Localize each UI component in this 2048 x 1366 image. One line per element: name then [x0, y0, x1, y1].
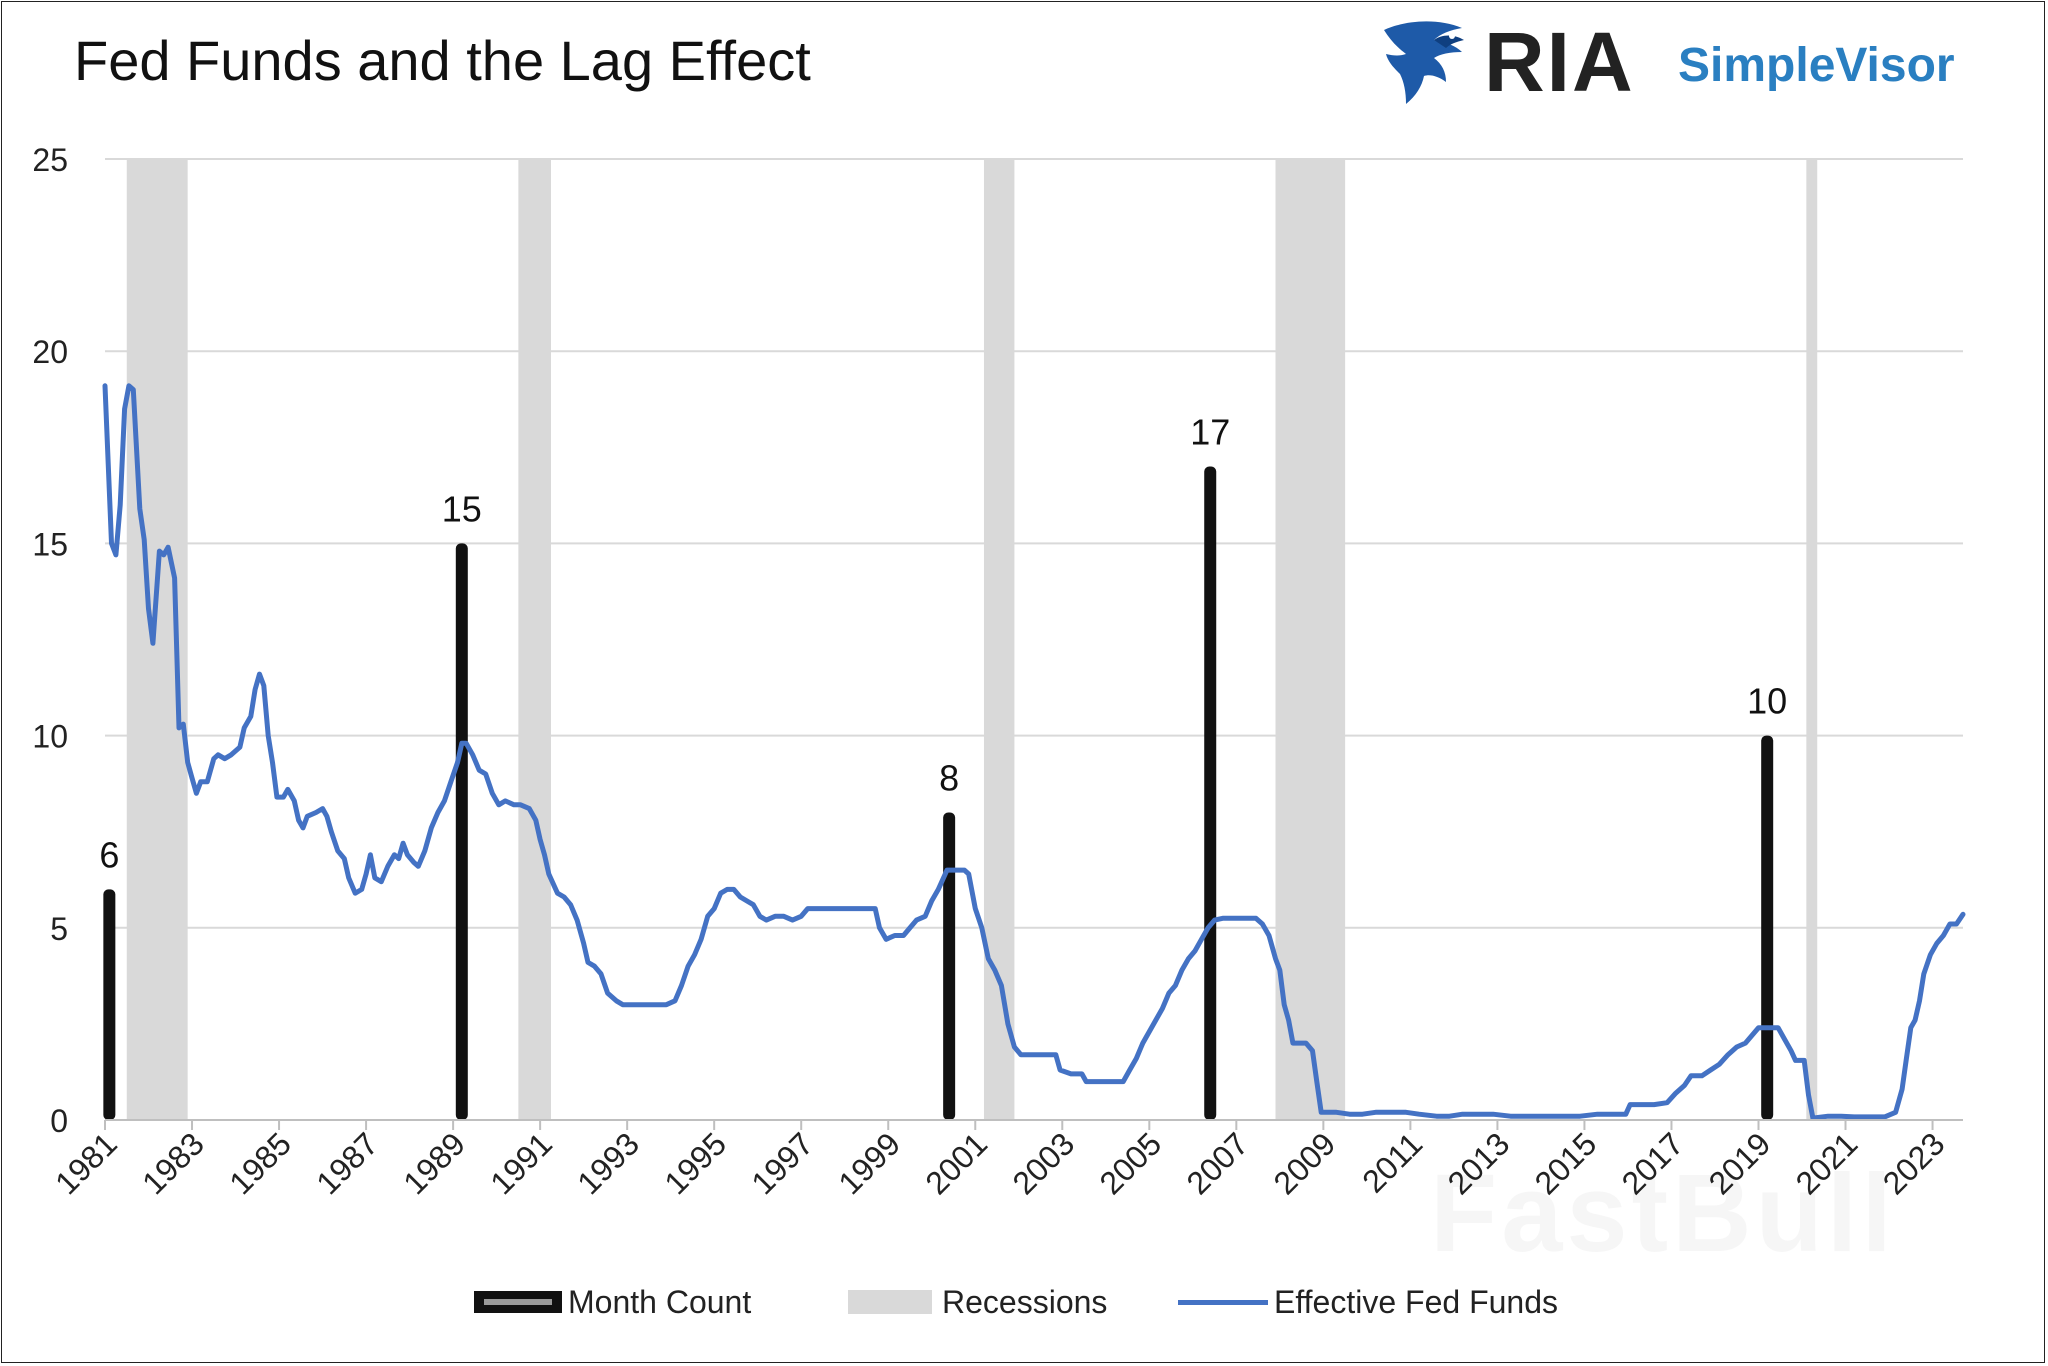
x-tick-label: 1985: [222, 1125, 298, 1201]
legend-label-month-count: Month Count: [568, 1283, 752, 1320]
x-tick-label: 2005: [1092, 1125, 1168, 1201]
y-tick-label: 5: [50, 911, 68, 947]
watermark: FastBull: [1430, 1150, 1896, 1277]
logo: RIA SimpleVisor: [1376, 12, 1996, 109]
logo-ria-text: RIA: [1484, 15, 1635, 109]
y-tick-label: 0: [50, 1103, 68, 1139]
legend-label-recessions: Recessions: [942, 1283, 1108, 1320]
legend-swatch-bar: [474, 1291, 562, 1313]
legend-swatch-line: [1178, 1299, 1268, 1305]
recession-band-4: [1806, 159, 1818, 1120]
bar-value-label-3: 17: [1190, 412, 1230, 453]
x-tick-label: 2007: [1179, 1125, 1255, 1201]
legend-item-fed-funds: Effective Fed Funds: [1178, 1280, 1558, 1324]
x-tick-label: 1995: [657, 1125, 733, 1201]
bar-value-label-0: 6: [99, 834, 119, 875]
bar-value-label-4: 10: [1747, 681, 1787, 722]
x-tick-label: 1989: [396, 1125, 472, 1201]
x-tick-label: 1991: [483, 1125, 559, 1201]
legend-item-recessions: Recessions: [848, 1280, 1107, 1324]
month-count-bar-0: [103, 889, 116, 1120]
x-tick-label: 1999: [831, 1125, 907, 1201]
x-tick-label: 2009: [1267, 1125, 1343, 1201]
y-tick-label: 25: [32, 142, 68, 178]
fed-funds-line: [102, 383, 1966, 1121]
x-tick-label: 1983: [135, 1125, 211, 1201]
month-count-bar-1: [455, 543, 468, 1120]
month-count-bar-3: [1204, 466, 1217, 1120]
legend-label-fed-funds: Effective Fed Funds: [1274, 1283, 1558, 1320]
x-tick-label: 2011: [1355, 1125, 1429, 1199]
legend-swatch-recession: [848, 1290, 932, 1314]
month-count-bar-4: [1761, 735, 1774, 1120]
legend-item-month-count: Month Count: [474, 1280, 751, 1324]
y-tick-label: 10: [32, 719, 68, 755]
legend: Month Count Recessions Effective Fed Fun…: [0, 1280, 2048, 1324]
x-tick-label: 1997: [744, 1125, 820, 1201]
bar-value-label-2: 8: [939, 757, 959, 798]
x-tick-label: 1993: [570, 1125, 646, 1201]
y-tick-label: 20: [32, 334, 68, 370]
chart-title: Fed Funds and the Lag Effect: [74, 29, 811, 92]
recession-band-3: [1275, 159, 1346, 1120]
recession-band-1: [518, 159, 552, 1120]
y-tick-label: 15: [32, 526, 68, 562]
eagle-icon: [1384, 21, 1464, 104]
logo-simplevisor-text: SimpleVisor: [1678, 39, 1955, 92]
x-tick-label: 2001: [918, 1125, 994, 1201]
x-tick-label: 1987: [309, 1125, 385, 1201]
bar-value-label-1: 15: [442, 488, 482, 529]
x-tick-label: 2003: [1005, 1125, 1081, 1201]
month-count-bar-2: [943, 812, 956, 1120]
